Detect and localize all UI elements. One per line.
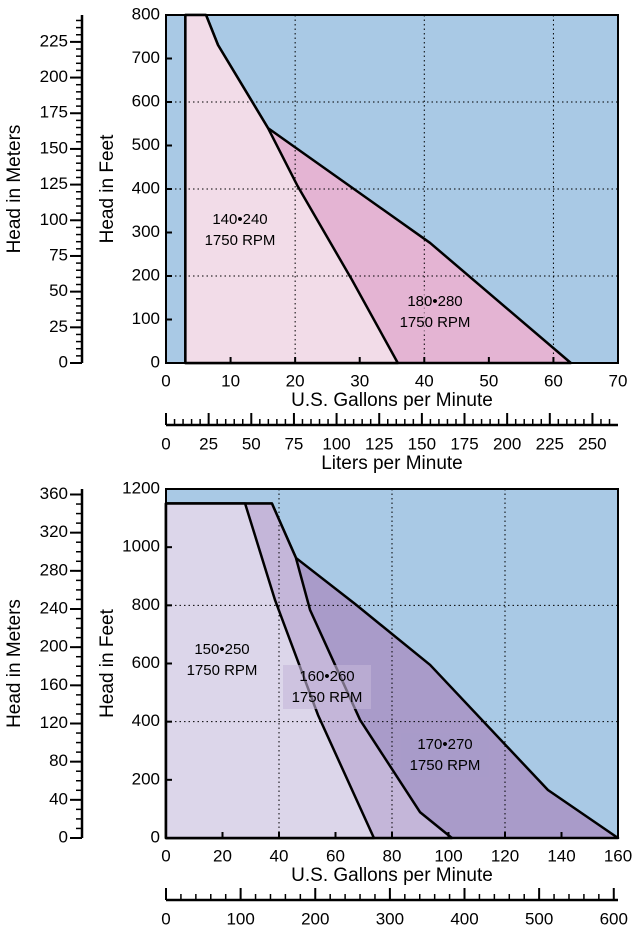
y2-axis-title: Head in Meters: [4, 599, 25, 728]
y-tick-label: 200: [132, 769, 160, 788]
x2-tick-label: 50: [242, 434, 261, 453]
y2-tick-label: 225: [40, 31, 68, 50]
x-tick-label: 40: [415, 371, 434, 390]
y-tick-label: 0: [151, 352, 160, 371]
x2-tick-label: 25: [199, 434, 218, 453]
x2-tick-label: 225: [536, 434, 564, 453]
x-tick-label: 20: [213, 846, 232, 865]
label-halo: [178, 638, 266, 682]
x-tick-label: 140: [547, 846, 575, 865]
region-label: 160•260: [299, 668, 354, 685]
region-speed: 1750 RPM: [205, 232, 276, 249]
region-label: 170•270: [417, 736, 472, 753]
x-axis-title: U.S. Gallons per Minute: [291, 390, 493, 411]
x2-tick-label: 600: [600, 909, 628, 928]
y-axis-title: Head in Feet: [97, 134, 118, 244]
x2-tick-label: 175: [450, 434, 478, 453]
y-tick-label: 600: [132, 653, 160, 672]
y-tick-label: 300: [132, 222, 160, 241]
y-tick-label: 200: [132, 265, 160, 284]
y-tick-label: 100: [132, 309, 160, 328]
x2-tick-label: 200: [493, 434, 521, 453]
y2-tick-label: 50: [49, 281, 68, 300]
x-tick-label: 30: [350, 371, 369, 390]
y2-tick-label: 0: [59, 352, 68, 371]
x-tick-label: 120: [491, 846, 519, 865]
y2-tick-label: 240: [40, 598, 68, 617]
y-tick-label: 700: [132, 48, 160, 67]
x2-tick-label: 250: [578, 434, 606, 453]
y-tick-label: 800: [132, 4, 160, 23]
y-tick-label: 600: [132, 91, 160, 110]
y2-tick-label: 175: [40, 103, 68, 122]
label-halo: [283, 665, 371, 709]
y2-tick-label: 360: [40, 484, 68, 503]
y-tick-label: 1000: [122, 537, 160, 556]
y2-tick-label: 0: [59, 827, 68, 846]
x-tick-label: 160: [604, 846, 632, 865]
y-tick-label: 400: [132, 178, 160, 197]
x-tick-label: 0: [161, 371, 170, 390]
x2-tick-label: 300: [376, 909, 404, 928]
x2-tick-label: 500: [525, 909, 553, 928]
region-label: 150•250: [194, 641, 249, 658]
region-speed: 1750 RPM: [400, 314, 471, 331]
region-speed: 1750 RPM: [187, 662, 258, 679]
x-tick-label: 0: [161, 846, 170, 865]
x2-tick-label: 75: [284, 434, 303, 453]
y-tick-label: 500: [132, 135, 160, 154]
y2-tick-label: 160: [40, 675, 68, 694]
label-halo: [401, 733, 489, 777]
y2-tick-label: 25: [49, 317, 68, 336]
y2-tick-label: 120: [40, 713, 68, 732]
x-tick-label: 50: [479, 371, 498, 390]
y2-tick-label: 40: [49, 789, 68, 808]
x-tick-label: 40: [270, 846, 289, 865]
y-tick-label: 1200: [122, 478, 160, 497]
region-speed: 1750 RPM: [410, 757, 481, 774]
x-tick-label: 10: [221, 371, 240, 390]
x-tick-label: 100: [434, 846, 462, 865]
y2-tick-label: 280: [40, 560, 68, 579]
x-tick-label: 80: [383, 846, 402, 865]
y-tick-label: 800: [132, 595, 160, 614]
x2-tick-label: 125: [365, 434, 393, 453]
x2-tick-label: 0: [161, 909, 170, 928]
x-axis-title: U.S. Gallons per Minute: [291, 865, 493, 886]
y2-tick-label: 150: [40, 138, 68, 157]
x2-tick-label: 400: [450, 909, 478, 928]
y2-tick-label: 200: [40, 637, 68, 656]
y-tick-label: 0: [151, 827, 160, 846]
y2-tick-label: 320: [40, 522, 68, 541]
region-label: 180•280: [407, 293, 462, 310]
y-axis-title: Head in Feet: [97, 608, 118, 718]
label-halo: [391, 290, 479, 334]
x2-tick-label: 200: [301, 909, 329, 928]
region-speed: 1750 RPM: [292, 689, 363, 706]
region-label: 140•240: [212, 211, 267, 228]
x-tick-label: 70: [609, 371, 628, 390]
x-tick-label: 60: [544, 371, 563, 390]
x2-tick-label: 100: [226, 909, 254, 928]
y2-tick-label: 100: [40, 210, 68, 229]
y-tick-label: 400: [132, 711, 160, 730]
x2-tick-label: 100: [322, 434, 350, 453]
x-tick-label: 60: [326, 846, 345, 865]
label-halo: [196, 208, 284, 252]
x2-tick-label: 0: [161, 434, 170, 453]
y2-axis-title: Head in Meters: [4, 125, 25, 254]
x2-tick-label: 150: [408, 434, 436, 453]
y2-tick-label: 80: [49, 751, 68, 770]
y2-tick-label: 200: [40, 67, 68, 86]
x2-axis-title: Liters per Minute: [321, 453, 463, 474]
y2-tick-label: 125: [40, 174, 68, 193]
x-tick-label: 20: [286, 371, 305, 390]
y2-tick-label: 75: [49, 245, 68, 264]
